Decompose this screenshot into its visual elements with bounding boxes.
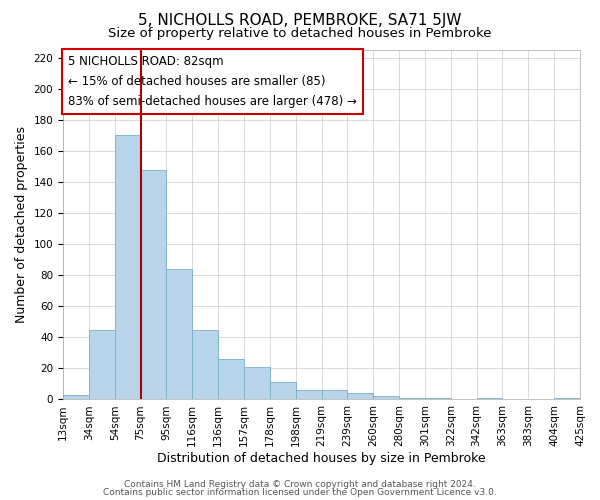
Bar: [166, 269, 192, 400]
Bar: [63, 395, 89, 400]
Text: Size of property relative to detached houses in Pembroke: Size of property relative to detached ho…: [108, 28, 492, 40]
Bar: [373, 396, 399, 400]
Bar: [347, 393, 373, 400]
Y-axis label: Number of detached properties: Number of detached properties: [15, 126, 28, 323]
Text: Contains HM Land Registry data © Crown copyright and database right 2024.: Contains HM Land Registry data © Crown c…: [124, 480, 476, 489]
Text: 5, NICHOLLS ROAD, PEMBROKE, SA71 5JW: 5, NICHOLLS ROAD, PEMBROKE, SA71 5JW: [138, 12, 462, 28]
Bar: [140, 170, 166, 400]
Bar: [89, 330, 115, 400]
Bar: [296, 390, 322, 400]
Text: Contains public sector information licensed under the Open Government Licence v3: Contains public sector information licen…: [103, 488, 497, 497]
Bar: [270, 382, 296, 400]
Bar: [554, 398, 580, 400]
Bar: [399, 398, 425, 400]
Bar: [322, 390, 347, 400]
Bar: [192, 330, 218, 400]
X-axis label: Distribution of detached houses by size in Pembroke: Distribution of detached houses by size …: [157, 452, 486, 465]
Bar: [425, 398, 451, 400]
Bar: [115, 136, 140, 400]
Bar: [218, 359, 244, 400]
Bar: [244, 367, 270, 400]
Bar: [476, 398, 502, 400]
Text: 5 NICHOLLS ROAD: 82sqm
← 15% of detached houses are smaller (85)
83% of semi-det: 5 NICHOLLS ROAD: 82sqm ← 15% of detached…: [68, 55, 357, 108]
